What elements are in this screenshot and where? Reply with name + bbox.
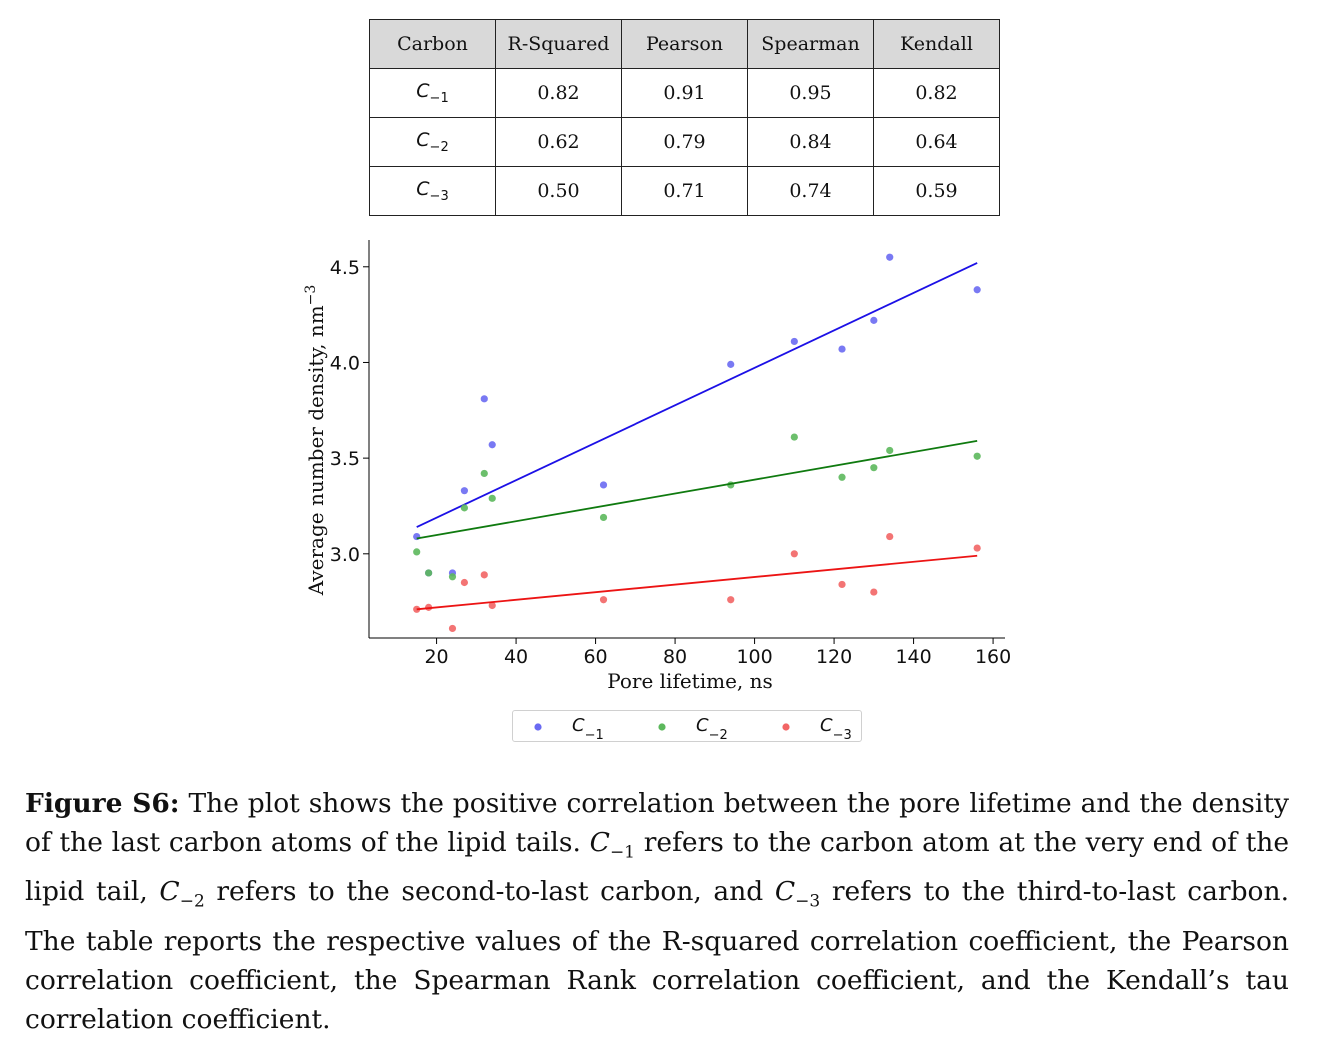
- caption-label: Figure S6:: [25, 788, 180, 819]
- data-point: [727, 360, 735, 368]
- spearman-cell: 0.84: [747, 117, 874, 167]
- data-point: [488, 441, 496, 449]
- x-tick-label: 60: [583, 646, 607, 668]
- x-tick-label: 40: [504, 646, 528, 668]
- caption-text: refers to the second-to-last carbon, and: [204, 876, 775, 908]
- figure-caption: Figure S6: The plot shows the positive c…: [25, 784, 1289, 1039]
- data-point: [425, 569, 433, 577]
- table-header-cell: Carbon: [369, 19, 496, 69]
- correlation-table: Carbon R-Squared Pearson Spearman Kendal…: [369, 19, 1000, 216]
- data-point: [973, 286, 981, 294]
- table-row: C−3 0.50 0.71 0.74 0.59: [369, 166, 1000, 216]
- caption-subscript: −2: [179, 891, 205, 912]
- data-point: [599, 513, 608, 522]
- carbon-subscript: −2: [429, 139, 449, 155]
- kendall-cell: 0.82: [873, 68, 1000, 118]
- trend-line: [416, 440, 978, 540]
- data-point: [838, 345, 846, 353]
- x-tick-label: 20: [424, 646, 448, 668]
- pearson-cell: 0.71: [621, 166, 748, 216]
- data-point: [460, 578, 468, 587]
- spearman-cell: 0.74: [747, 166, 874, 216]
- data-point: [790, 550, 798, 558]
- y-axis-label: Average number density, nm−3: [303, 285, 328, 597]
- scatter-chart: 20 40 60 80 100 120 140 160 3.0 3.5 4.0 4.5 Pore lif…: [303, 240, 1011, 743]
- kendall-cell: 0.59: [873, 166, 1000, 216]
- carbon-symbol: C: [416, 129, 430, 152]
- table-row: C−1 0.82 0.91 0.95 0.82: [369, 68, 1000, 118]
- caption-text: The plot shows the positive correlation …: [25, 788, 1290, 858]
- data-point: [838, 473, 846, 481]
- carbon-subscript: −3: [429, 188, 449, 204]
- caption-carbon-symbol: C: [589, 827, 610, 858]
- chart-legend: [512, 710, 862, 742]
- trend-line: [416, 554, 978, 611]
- y-tick-label: 3.5: [330, 448, 360, 470]
- series-group: [413, 253, 981, 577]
- data-point: [838, 580, 846, 589]
- legend-marker: [782, 723, 790, 731]
- y-axis-label-exponent: −3: [303, 285, 319, 306]
- carbon-label-cell: C−3: [369, 166, 496, 216]
- data-point: [870, 316, 878, 324]
- legend-label-subscript: −3: [833, 728, 852, 743]
- data-point: [460, 504, 468, 512]
- carbon-symbol: C: [416, 80, 430, 103]
- r-squared-cell: 0.82: [495, 68, 622, 118]
- data-point: [448, 573, 457, 581]
- data-point: [886, 446, 894, 455]
- data-point: [727, 596, 735, 604]
- data-point: [973, 452, 981, 460]
- r-squared-cell: 0.62: [495, 117, 622, 167]
- y-tick-label: 4.0: [330, 352, 360, 374]
- r-squared-cell: 0.50: [495, 166, 622, 216]
- series-group: [413, 433, 981, 581]
- data-point: [870, 464, 878, 472]
- data-point: [886, 253, 894, 261]
- x-tick-label: 160: [975, 646, 1011, 668]
- data-point: [480, 469, 488, 478]
- y-tick-label: 4.5: [330, 257, 360, 279]
- table-header-row: Carbon R-Squared Pearson Spearman Kendal…: [369, 19, 1000, 69]
- table-header-cell: Kendall: [873, 19, 1000, 69]
- legend-marker: [658, 723, 666, 731]
- data-point: [599, 596, 608, 604]
- y-tick-label: 3.0: [330, 544, 360, 566]
- data-point: [488, 601, 496, 610]
- caption-carbon-symbol: C: [159, 876, 180, 908]
- legend-label-subscript: −1: [585, 728, 604, 743]
- data-point: [480, 395, 488, 403]
- data-point: [460, 487, 468, 495]
- carbon-symbol: C: [416, 178, 430, 201]
- table-header-cell: Spearman: [747, 19, 874, 69]
- data-point: [870, 588, 878, 596]
- series-group: [413, 532, 981, 633]
- x-axis-label: Pore lifetime, ns: [607, 669, 773, 693]
- caption-carbon-symbol: C: [774, 876, 796, 908]
- x-tick-label: 140: [895, 646, 931, 668]
- data-point: [790, 337, 798, 346]
- carbon-subscript: −1: [429, 90, 449, 106]
- data-point: [413, 548, 421, 556]
- data-point: [480, 571, 488, 579]
- x-tick-label: 120: [816, 646, 852, 668]
- legend-label-subscript: −2: [709, 728, 728, 743]
- trend-line: [416, 262, 978, 528]
- data-point: [790, 433, 798, 441]
- data-point: [886, 532, 894, 541]
- pearson-cell: 0.79: [621, 117, 748, 167]
- data-point: [973, 544, 981, 552]
- legend-marker: [534, 723, 542, 731]
- carbon-label-cell: C−2: [369, 117, 496, 167]
- x-tick-label: 80: [663, 646, 687, 668]
- caption-text: refers to the carbon atom at the very en…: [25, 827, 1290, 908]
- data-point: [413, 532, 421, 541]
- data-point: [448, 624, 457, 633]
- data-point: [488, 494, 496, 502]
- x-tick-label: 100: [736, 646, 772, 668]
- caption-subscript: −3: [795, 891, 821, 912]
- spearman-cell: 0.95: [747, 68, 874, 118]
- data-point: [599, 481, 608, 489]
- caption-subscript: −1: [609, 842, 635, 863]
